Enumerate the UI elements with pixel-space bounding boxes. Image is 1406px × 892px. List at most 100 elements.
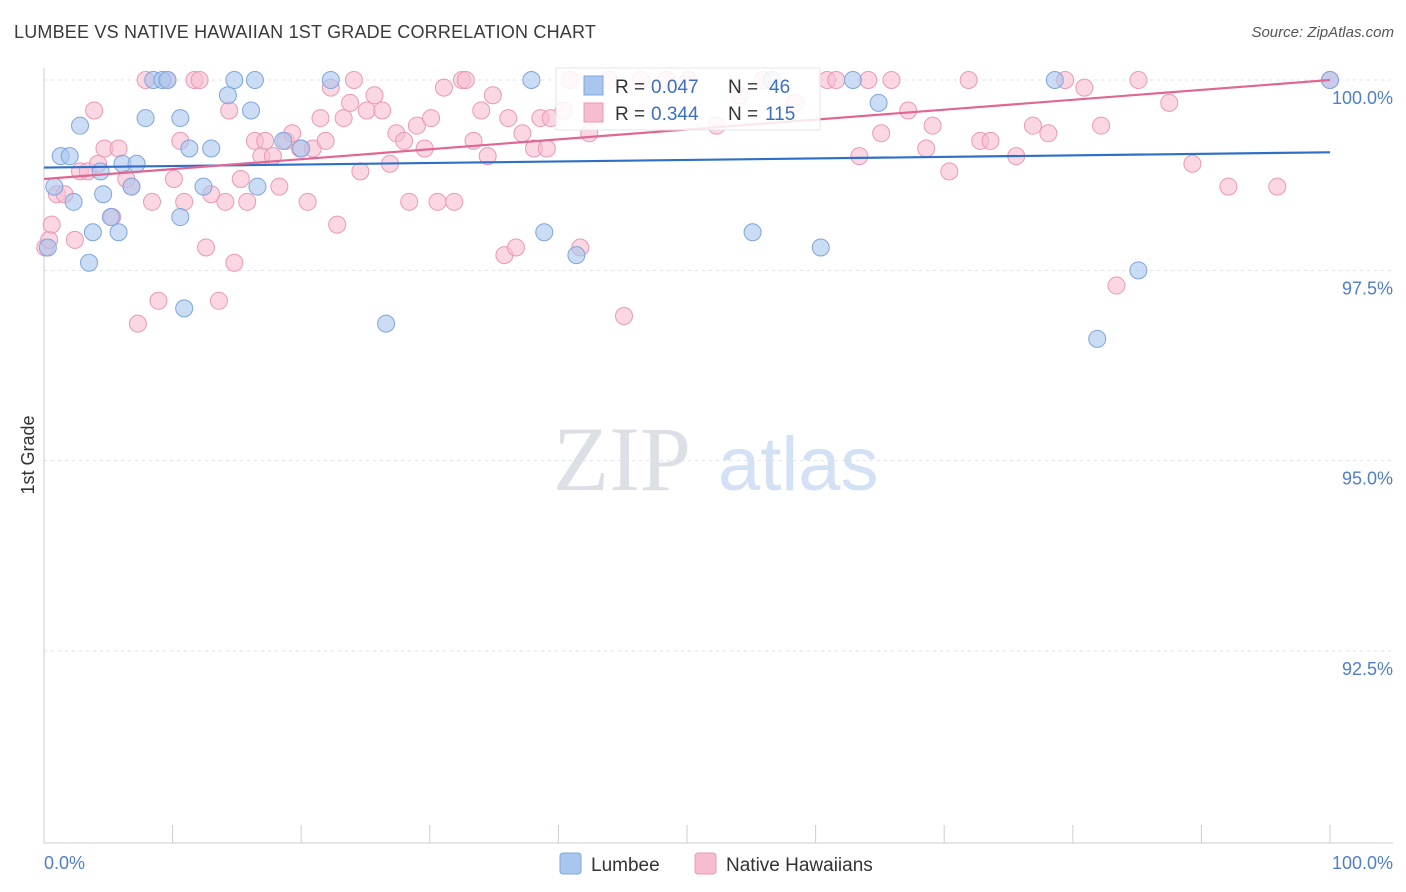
lumbee-point-24 <box>202 139 221 158</box>
native-hawaiians-point-105 <box>1023 116 1042 135</box>
lumbee-point-15 <box>136 109 155 128</box>
native-hawaiians-point-109 <box>1092 116 1111 135</box>
native-hawaiians-point-8 <box>85 101 104 120</box>
legend-r-value-hawaiian: 0.344 <box>651 104 699 125</box>
lumbee-point-32 <box>321 71 340 89</box>
lumbee-point-9 <box>94 185 113 204</box>
native-hawaiians-point-95 <box>872 124 891 143</box>
lumbee-point-33 <box>377 314 396 333</box>
lumbee-point-23 <box>194 177 213 196</box>
y-axis-label: 1st Grade <box>18 415 38 494</box>
lumbee-point-25 <box>218 86 237 105</box>
native-hawaiians-point-22 <box>175 192 194 211</box>
y-tick-label-1: 97.5% <box>1342 278 1393 298</box>
lumbee-point-26 <box>225 71 244 89</box>
native-hawaiians-point-58 <box>407 116 426 135</box>
lumbee-point-31 <box>292 139 311 158</box>
native-hawaiians-point-62 <box>434 78 453 97</box>
native-hawaiians-point-101 <box>959 71 978 89</box>
native-hawaiians-point-113 <box>1183 154 1202 173</box>
axes <box>43 68 1393 844</box>
native-hawaiians-point-65 <box>456 71 475 89</box>
lumbee-point-30 <box>274 131 293 150</box>
native-hawaiians-point-52 <box>365 86 384 105</box>
lumbee-point-43 <box>1088 329 1107 348</box>
y-tick-label-0: 100.0% <box>1332 88 1393 108</box>
native-hawaiians-point-108 <box>1075 78 1094 97</box>
lumbee-point-18 <box>158 71 177 89</box>
native-hawaiians-point-103 <box>981 131 1000 150</box>
native-hawaiians-point-41 <box>298 192 317 211</box>
lumbee-trend-line <box>43 151 1331 169</box>
native-hawaiians-point-67 <box>472 101 491 120</box>
lumbee-point-6 <box>80 253 99 272</box>
native-hawaiians-point-71 <box>499 109 518 128</box>
legend-swatch-hawaiian <box>583 102 604 123</box>
native-hawaiians-point-72 <box>506 238 525 257</box>
lumbee-point-8 <box>91 162 110 181</box>
native-hawaiians-point-98 <box>917 139 936 158</box>
lumbee-point-44 <box>1129 261 1148 280</box>
native-hawaiians-point-110 <box>1107 276 1126 295</box>
native-hawaiians-point-83 <box>614 307 633 326</box>
native-hawaiians-point-112 <box>1160 93 1179 112</box>
native-hawaiians-point-61 <box>428 192 447 211</box>
chart-source: Source: ZipAtlas.com <box>1251 24 1394 41</box>
native-hawaiians-point-50 <box>351 162 370 181</box>
native-hawaiians-point-51 <box>357 101 376 120</box>
native-hawaiians-point-94 <box>859 71 878 89</box>
native-hawaiians-point-28 <box>216 192 235 211</box>
native-hawaiians-point-114 <box>1219 177 1238 196</box>
legend-n-label-hawaiian: N = <box>728 104 758 125</box>
series-legend-swatch-hawaiian <box>694 852 717 875</box>
native-hawaiians-point-49 <box>344 71 363 89</box>
lumbee-point-5 <box>71 116 90 135</box>
lumbee-point-4 <box>64 192 83 211</box>
legend-r-label-hawaiian: R = <box>615 104 645 125</box>
native-hawaiians-point-111 <box>1129 71 1148 89</box>
lumbee-point-34 <box>522 71 541 89</box>
watermark: ZIP atlas <box>553 408 879 510</box>
lumbee-point-0 <box>38 238 57 257</box>
native-hawaiians-point-43 <box>311 109 330 128</box>
lumbee-point-37 <box>743 223 762 242</box>
legend-n-value-lumbee: 46 <box>769 77 790 98</box>
legend-r-value-lumbee: 0.047 <box>651 77 699 98</box>
x-axis-ticks <box>43 825 1331 843</box>
x-tick-label-max: 100.0% <box>1332 853 1393 873</box>
legend-n-label-lumbee: N = <box>728 77 758 98</box>
native-hawaiians-point-97 <box>899 101 918 120</box>
watermark-atlas: atlas <box>718 422 879 507</box>
lumbee-point-20 <box>171 109 190 128</box>
lumbee-point-7 <box>83 223 102 242</box>
series-legend-label-hawaiian: Native Hawaiians <box>726 855 873 876</box>
native-hawaiians-point-5 <box>65 230 84 249</box>
native-hawaiians-point-48 <box>341 93 360 112</box>
y-tick-label-2: 95.0% <box>1342 469 1393 489</box>
chart-title: LUMBEE VS NATIVE HAWAIIAN 1ST GRADE CORR… <box>14 22 597 42</box>
native-hawaiians-point-68 <box>478 147 497 166</box>
native-hawaiians-point-53 <box>373 101 392 120</box>
native-hawaiians-point-44 <box>316 131 335 150</box>
watermark-zip: ZIP <box>553 408 691 510</box>
lumbee-point-22 <box>180 139 199 158</box>
lumbee-point-42 <box>1045 71 1064 89</box>
native-hawaiians-point-29 <box>220 101 239 120</box>
native-hawaiians-point-31 <box>231 169 250 188</box>
lumbee-point-11 <box>109 223 128 242</box>
lumbee-point-3 <box>60 147 79 166</box>
native-hawaiians-point-57 <box>400 192 419 211</box>
lumbee-point-28 <box>245 71 264 89</box>
native-hawaiians-point-92 <box>827 71 846 89</box>
legend-n-value-hawaiian: 115 <box>765 104 795 125</box>
native-hawaiians-point-56 <box>395 131 414 150</box>
lumbee-point-36 <box>567 246 586 265</box>
native-hawaiians-point-24 <box>190 71 209 89</box>
native-hawaiians-point-76 <box>537 139 556 158</box>
legend-r-label-lumbee: R = <box>615 77 645 98</box>
correlation-legend: R = 0.047 N = 46 R = 0.344 N = 115 <box>555 67 821 131</box>
series-legend-label-lumbee: Lumbee <box>591 855 660 876</box>
native-hawaiians-point-93 <box>850 147 869 166</box>
lumbee-point-39 <box>811 238 830 257</box>
y-tick-label-3: 92.5% <box>1342 659 1393 679</box>
